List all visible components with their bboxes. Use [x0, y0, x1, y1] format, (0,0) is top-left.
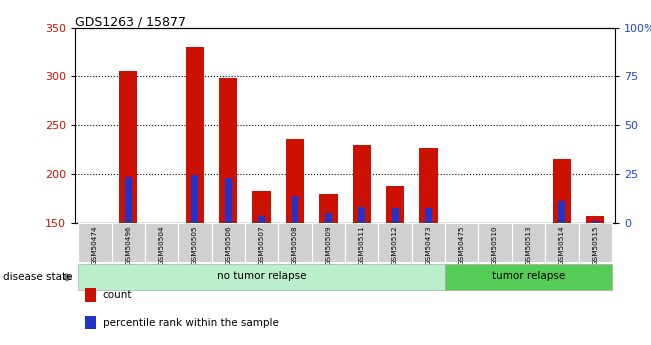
- Text: GSM50474: GSM50474: [92, 226, 98, 265]
- Bar: [253, 191, 271, 223]
- Bar: [325, 213, 332, 223]
- Bar: [286, 139, 304, 223]
- Bar: [178, 223, 212, 262]
- Bar: [319, 194, 337, 223]
- Bar: [358, 207, 365, 223]
- Bar: [353, 145, 371, 223]
- Text: GSM50512: GSM50512: [392, 226, 398, 265]
- Text: GSM50504: GSM50504: [159, 226, 165, 265]
- Bar: [553, 159, 571, 223]
- Bar: [445, 223, 478, 262]
- Bar: [279, 223, 312, 262]
- Bar: [592, 220, 599, 223]
- Text: GSM50510: GSM50510: [492, 226, 498, 265]
- Bar: [386, 186, 404, 223]
- Bar: [245, 223, 279, 262]
- Text: disease state: disease state: [3, 273, 73, 282]
- Bar: [111, 223, 145, 262]
- Text: GSM50506: GSM50506: [225, 226, 231, 265]
- Bar: [586, 216, 604, 223]
- Bar: [145, 223, 178, 262]
- Bar: [258, 216, 265, 223]
- Text: GSM50475: GSM50475: [459, 226, 465, 265]
- Bar: [225, 178, 232, 223]
- Bar: [345, 223, 378, 262]
- Text: no tumor relapse: no tumor relapse: [217, 271, 307, 281]
- Text: GSM50514: GSM50514: [559, 226, 565, 265]
- Text: count: count: [103, 290, 132, 300]
- Bar: [292, 196, 299, 223]
- Text: GSM50513: GSM50513: [525, 226, 531, 265]
- Bar: [125, 177, 132, 223]
- Bar: [411, 223, 445, 262]
- Text: percentile rank within the sample: percentile rank within the sample: [103, 318, 279, 327]
- Bar: [445, 264, 612, 290]
- Text: GSM50511: GSM50511: [359, 226, 365, 265]
- Bar: [419, 148, 437, 223]
- Bar: [478, 223, 512, 262]
- Text: GSM50509: GSM50509: [326, 226, 331, 265]
- Bar: [512, 223, 545, 262]
- Text: GSM50508: GSM50508: [292, 226, 298, 265]
- Text: GSM50507: GSM50507: [258, 226, 265, 265]
- Text: GSM50505: GSM50505: [192, 226, 198, 265]
- Text: tumor relapse: tumor relapse: [492, 271, 565, 281]
- Bar: [559, 201, 565, 223]
- Bar: [312, 223, 345, 262]
- Bar: [391, 208, 398, 223]
- Bar: [219, 78, 238, 223]
- Bar: [78, 264, 445, 290]
- Text: GDS1263 / 15877: GDS1263 / 15877: [75, 16, 186, 29]
- Bar: [212, 223, 245, 262]
- Bar: [191, 175, 199, 223]
- Bar: [186, 47, 204, 223]
- Bar: [78, 223, 111, 262]
- Bar: [425, 208, 432, 223]
- Bar: [119, 71, 137, 223]
- Text: GSM50496: GSM50496: [125, 226, 132, 265]
- Text: GSM50473: GSM50473: [425, 226, 432, 265]
- Bar: [545, 223, 579, 262]
- Bar: [579, 223, 612, 262]
- Bar: [378, 223, 411, 262]
- Text: GSM50515: GSM50515: [592, 226, 598, 265]
